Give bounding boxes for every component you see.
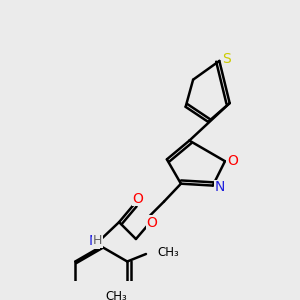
- Text: CH₃: CH₃: [105, 290, 127, 300]
- Text: CH₃: CH₃: [157, 246, 179, 259]
- Text: N: N: [215, 181, 226, 194]
- Text: N: N: [88, 234, 99, 248]
- Text: O: O: [146, 216, 157, 230]
- Text: H: H: [93, 234, 102, 248]
- Text: O: O: [132, 192, 143, 206]
- Text: O: O: [227, 154, 238, 168]
- Text: S: S: [223, 52, 231, 66]
